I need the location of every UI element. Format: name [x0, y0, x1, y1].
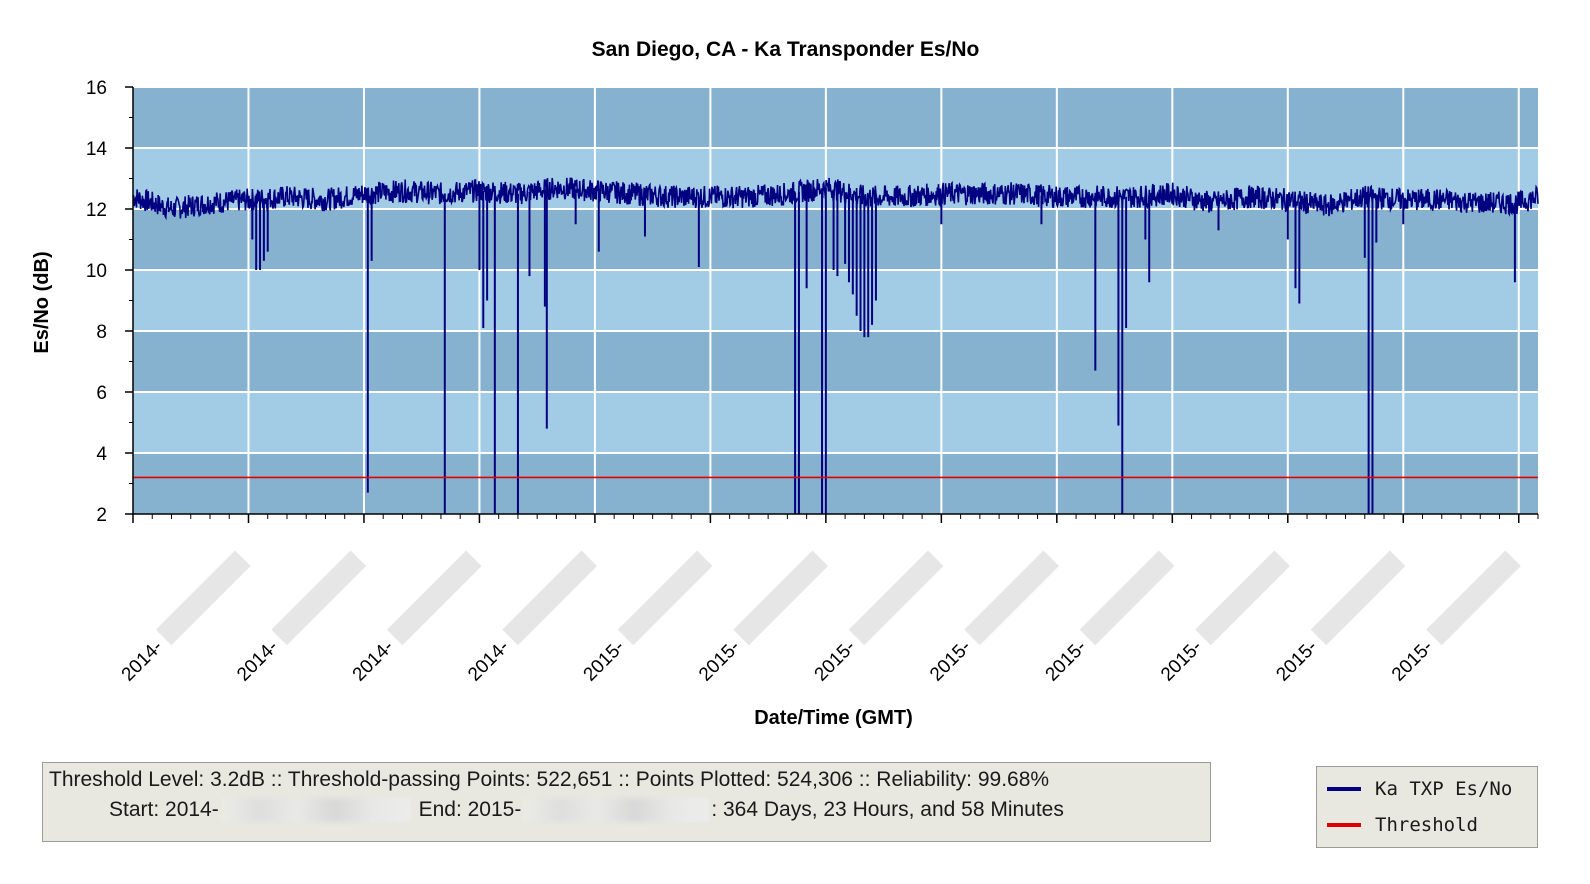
x-tick-label: 2015- — [1042, 636, 1091, 685]
x-tick-label: 2015- — [811, 636, 860, 685]
y-tick-label: 10 — [86, 261, 107, 282]
x-tick-label-redaction — [617, 550, 713, 646]
background-band — [133, 331, 1538, 392]
x-tick-label-redaction — [502, 550, 598, 646]
x-tick-label: 2015- — [580, 636, 629, 685]
y-tick-label: 4 — [96, 444, 107, 465]
y-tick-label: 2 — [96, 505, 107, 526]
x-tick-label-group: 2014- — [233, 550, 367, 686]
threshold-statistics-text: Threshold Level: 3.2dB :: Threshold-pass… — [49, 768, 1050, 791]
x-tick-label-redaction — [1079, 550, 1175, 646]
x-tick-label-redaction — [848, 550, 944, 646]
background-band — [133, 209, 1538, 270]
background-band — [133, 270, 1538, 331]
x-tick-label-group: 2015- — [1272, 550, 1406, 686]
x-tick-label-group: 2015- — [1157, 550, 1290, 686]
redacted-start-time — [220, 798, 411, 823]
x-tick-label-group: 2014- — [349, 550, 482, 686]
x-tick-label: 2014- — [349, 636, 398, 685]
x-tick-label-group: 2015- — [811, 550, 944, 686]
y-tick-label: 16 — [86, 78, 107, 99]
x-tick-label-group: 2015- — [926, 550, 1059, 686]
x-tick-label-redaction — [733, 550, 829, 646]
x-tick-label-redaction — [1426, 550, 1521, 646]
x-tick-label-group: 2015- — [1042, 550, 1175, 686]
legend-item-es-no: Ka TXP Es/No — [1327, 777, 1512, 801]
x-axis-title: Date/Time (GMT) — [754, 707, 913, 729]
y-tick-label: 14 — [86, 139, 108, 160]
x-tick-label-redaction — [964, 550, 1059, 646]
start-label: Start: 2014- — [109, 798, 219, 821]
y-tick-label: 12 — [86, 200, 107, 221]
statistics-box: Threshold Level: 3.2dB :: Threshold-pass… — [42, 762, 1211, 842]
x-tick-label-redaction — [1310, 550, 1406, 646]
end-label: End: 2015- — [418, 798, 522, 821]
x-tick-label-group: 2015- — [695, 550, 829, 686]
x-tick-label-group: 2015- — [1388, 550, 1521, 686]
legend: Ka TXP Es/No Threshold — [1316, 766, 1538, 848]
x-tick-label: 2015- — [1272, 636, 1321, 685]
time-range-text: Start: 2014- End: 2015- : 364 Days, 23 Ho… — [109, 798, 1064, 823]
x-tick-label: 2014- — [118, 636, 167, 685]
es-no-chart: 2 4 6 8 10 12 14 16 2014- 2014- 2014- 2014- 2015- 201… — [31, 38, 1539, 729]
redacted-end-time — [523, 798, 710, 823]
x-tick-label: 2014- — [464, 636, 513, 685]
legend-item-threshold: Threshold — [1327, 813, 1478, 837]
x-tick-label-redaction — [271, 550, 367, 646]
x-tick-label-redaction — [386, 550, 482, 646]
duration-text: : 364 Days, 23 Hours, and 58 Minutes — [711, 798, 1064, 821]
x-tick-label-group: 2015- — [580, 550, 713, 686]
legend-label-es-no: Ka TXP Es/No — [1375, 778, 1513, 800]
x-tick-label-redaction — [1195, 550, 1290, 646]
x-tick-label-group: 2014- — [464, 550, 598, 686]
background-band — [133, 148, 1538, 209]
x-tick-label: 2015- — [1157, 636, 1206, 685]
y-axis-title: Es/No (dB) — [31, 251, 53, 353]
y-tick-label: 6 — [96, 383, 107, 404]
background-band — [133, 392, 1538, 453]
x-tick-label: 2015- — [926, 636, 975, 685]
background-band — [133, 453, 1538, 514]
y-tick-label: 8 — [96, 322, 107, 343]
x-tick-label: 2015- — [695, 636, 744, 685]
legend-label-threshold: Threshold — [1375, 814, 1478, 836]
x-tick-label: 2015- — [1388, 636, 1437, 685]
chart-title: San Diego, CA - Ka Transponder Es/No — [592, 38, 980, 61]
background-band — [133, 87, 1538, 148]
legend-swatch-threshold — [1327, 823, 1361, 827]
x-tick-label: 2014- — [233, 636, 282, 685]
x-tick-label-redaction — [155, 550, 251, 646]
x-tick-label-group: 2014- — [118, 550, 251, 686]
legend-swatch-es-no — [1327, 787, 1361, 791]
